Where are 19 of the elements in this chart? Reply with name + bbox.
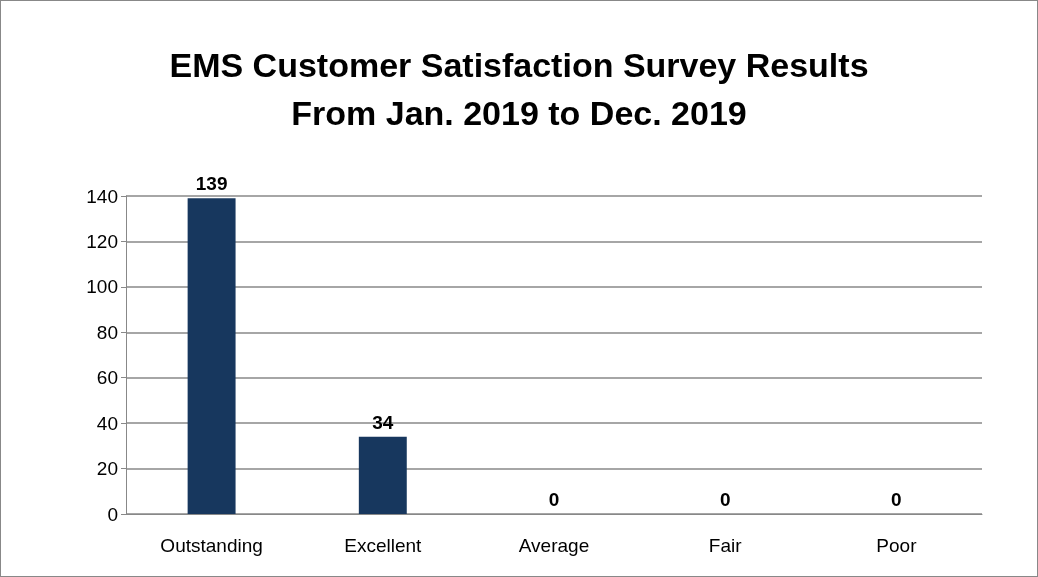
x-tick-label: Fair xyxy=(708,535,743,556)
x-tick-label: Excellent xyxy=(344,535,423,556)
y-tick-label: 0 xyxy=(107,503,118,525)
y-tick-label: 20 xyxy=(96,458,118,480)
y-tick-label: 100 xyxy=(86,276,118,298)
y-tick-label: 60 xyxy=(96,367,118,389)
x-tick-label: Outstanding xyxy=(160,535,263,556)
chart-title: EMS Customer Satisfaction Survey Results From Jan. 2019 to Dec. 2019 xyxy=(169,46,869,132)
data-label: 34 xyxy=(372,411,394,433)
y-tick-label: 120 xyxy=(86,230,118,252)
data-label: 0 xyxy=(719,489,731,510)
data-label: 139 xyxy=(195,173,228,195)
x-tick-label: Average xyxy=(518,535,590,556)
data-label: 0 xyxy=(891,489,902,510)
y-tick-label: 140 xyxy=(86,185,118,207)
x-tick-label: Poor xyxy=(876,535,918,556)
y-tick-label: 80 xyxy=(96,321,118,343)
data-label: 0 xyxy=(548,489,560,510)
y-tick-label: 40 xyxy=(96,412,118,434)
